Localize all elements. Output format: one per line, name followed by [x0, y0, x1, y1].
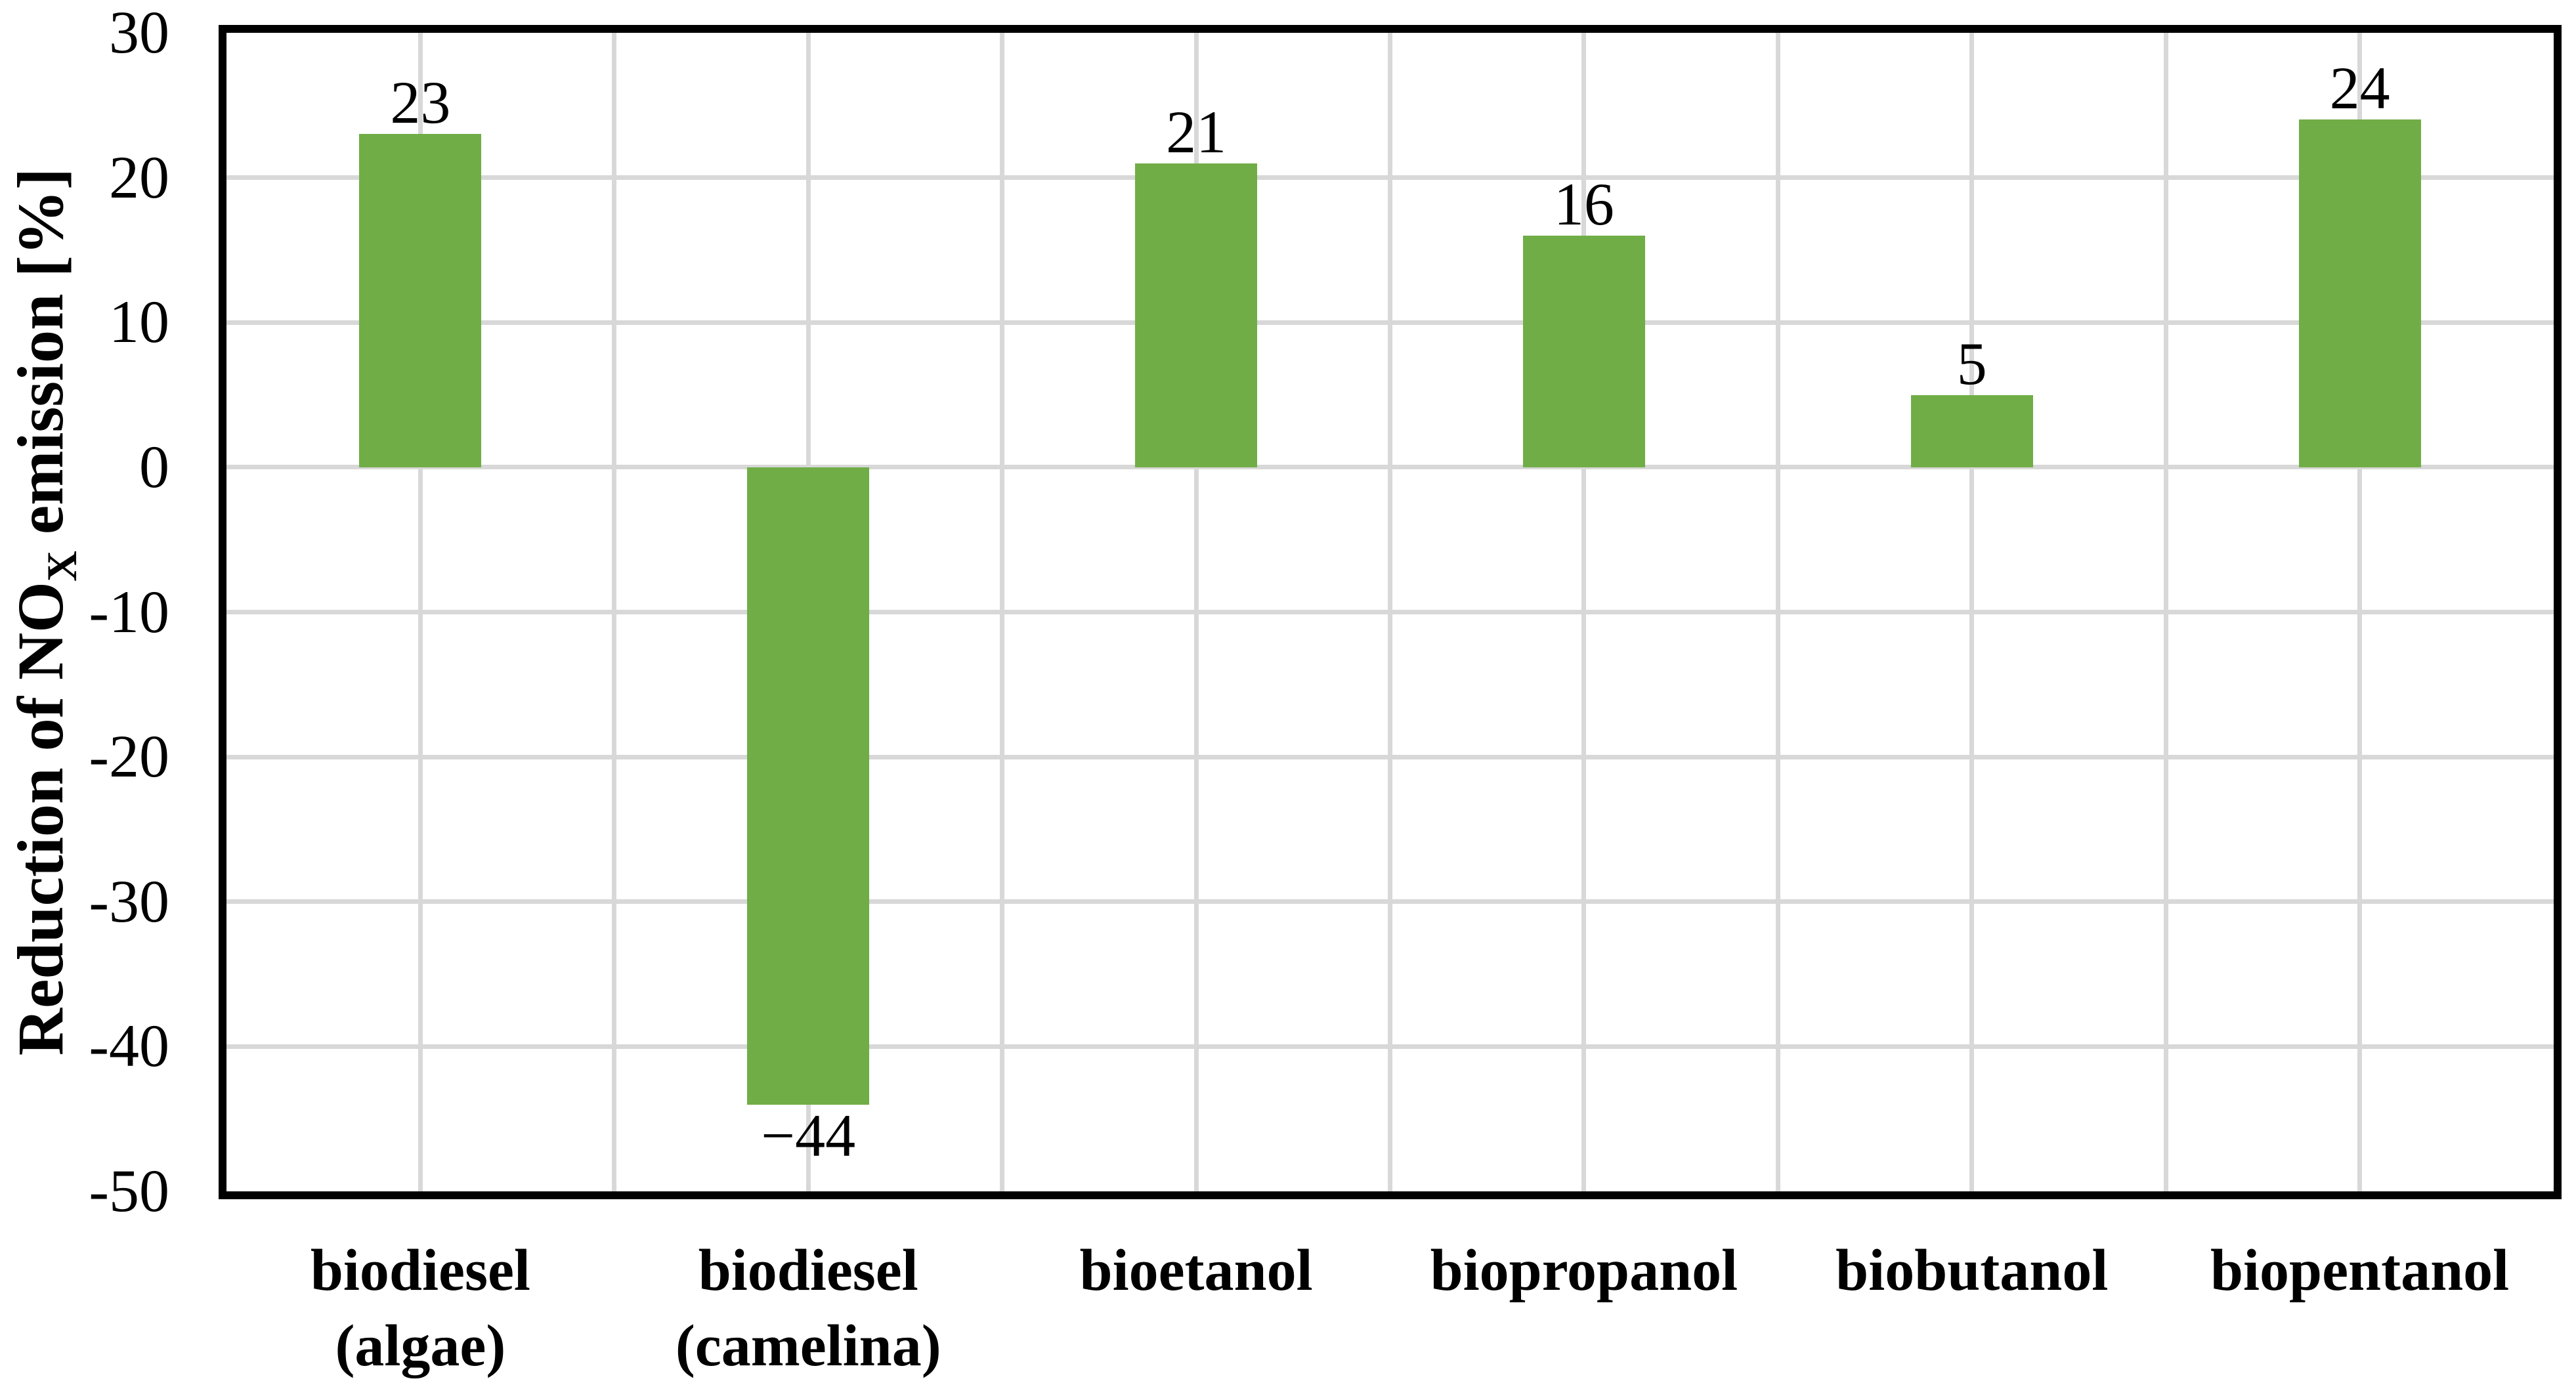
- x-axis-category-label: biodiesel (camelina): [675, 1238, 941, 1378]
- vertical-gridline: [1969, 33, 1975, 1191]
- bar-data-label: 24: [2329, 54, 2390, 122]
- x-axis-category-label: biobutanol: [1835, 1238, 2109, 1303]
- bar: [1522, 235, 1645, 467]
- y-axis-tick-label: -40: [89, 1012, 169, 1080]
- bar-data-label: 5: [1956, 330, 1987, 397]
- vertical-gridline: [2357, 33, 2363, 1191]
- y-axis-tick-label: 20: [109, 143, 169, 211]
- y-axis-tick-label: 10: [109, 288, 169, 356]
- y-axis-tick-label: 30: [109, 0, 169, 66]
- vertical-gridline: [1581, 33, 1587, 1191]
- bar-data-label: 23: [390, 69, 451, 137]
- plot-area-border: [219, 25, 2562, 1199]
- y-axis-tick-label: -30: [89, 867, 169, 935]
- vertical-gridline: [418, 33, 423, 1191]
- bar: [359, 134, 482, 467]
- x-axis-category-label: bioetanol: [1079, 1238, 1313, 1303]
- y-axis-tick-label: -10: [89, 578, 169, 645]
- y-axis-title-subscript: X: [39, 551, 86, 582]
- bar-data-label: 21: [1166, 98, 1227, 165]
- vertical-gridline: [2163, 33, 2168, 1191]
- y-axis-title-text: Reduction of NO: [4, 582, 77, 1056]
- x-axis-category-label: biopropanol: [1430, 1238, 1738, 1303]
- vertical-gridline: [1193, 33, 1199, 1191]
- vertical-gridline: [612, 33, 617, 1191]
- bar: [1135, 163, 1258, 467]
- vertical-gridline: [1000, 33, 1005, 1191]
- x-axis-category-label: biodiesel (algae): [310, 1238, 530, 1378]
- bar: [2298, 119, 2421, 467]
- vertical-gridline: [1775, 33, 1780, 1191]
- bar: [1910, 394, 2033, 467]
- y-axis-tick-label: -50: [89, 1157, 169, 1224]
- bar-data-label: −44: [761, 1101, 856, 1169]
- y-axis-tick-label: 0: [139, 433, 169, 500]
- y-axis-tick-label: -20: [89, 723, 169, 790]
- bar-data-label: 16: [1553, 170, 1614, 238]
- bar: [747, 467, 870, 1105]
- vertical-gridline: [1388, 33, 1392, 1191]
- x-axis-category-label: biopentanol: [2210, 1238, 2510, 1303]
